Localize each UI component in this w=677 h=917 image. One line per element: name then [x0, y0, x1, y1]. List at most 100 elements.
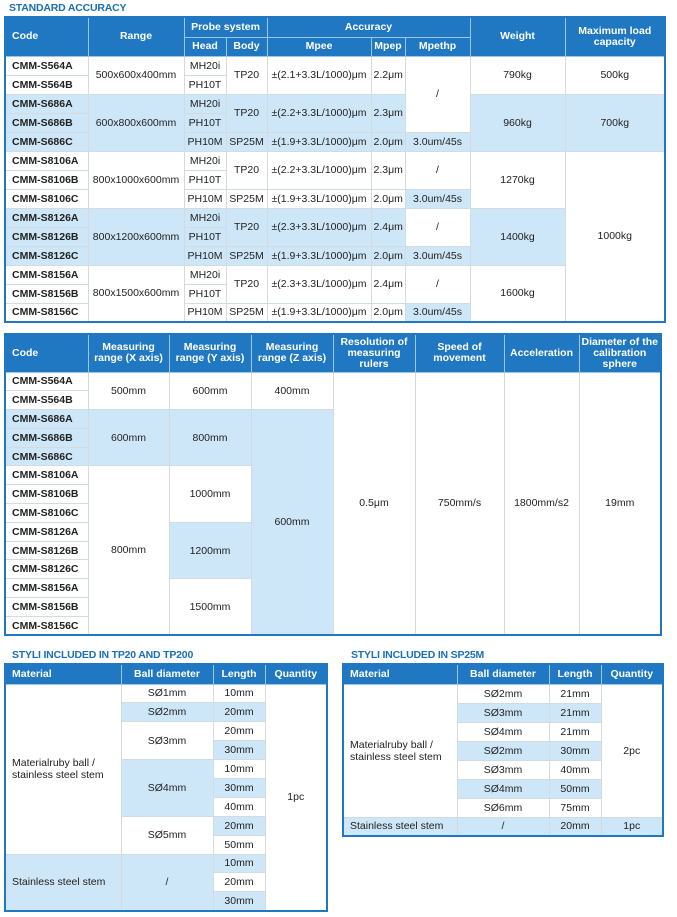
- range-cell: 600x800x600mm: [87, 93, 185, 152]
- y-cell: 600mm: [168, 371, 252, 411]
- col-ball-diameter: Ball diameter: [120, 663, 214, 685]
- ball-cell: SØ4mm: [120, 759, 214, 817]
- y-cell: 1200mm: [168, 521, 252, 580]
- code-cell: CMM-S686B: [4, 112, 89, 133]
- code-cell: CMM-S8156A: [4, 264, 89, 285]
- code-cell: CMM-S564B: [4, 74, 89, 95]
- weight-cell: 1600kg: [469, 264, 566, 323]
- code-cell: CMM-S686C: [4, 131, 89, 152]
- code-cell: CMM-S8106A: [4, 150, 89, 171]
- mpethp-cell: 3.0um/45s: [404, 302, 471, 323]
- code-cell: CMM-S8126B: [4, 540, 89, 561]
- y-cell: 800mm: [168, 409, 252, 467]
- length-cell: 20mm: [212, 872, 266, 893]
- mpee-cell: ±(2.2+3.3L/1000)μm: [266, 150, 372, 190]
- col-material: Material: [342, 663, 458, 685]
- code-cell: CMM-S686A: [4, 93, 89, 114]
- code-cell: CMM-S686A: [4, 409, 89, 429]
- mpep-cell: 2.0μm: [370, 188, 406, 209]
- ball-cell: SØ3mm: [456, 759, 550, 780]
- head-cell: PH10T: [183, 112, 227, 133]
- styli-tp20-table: Material Ball diameter Length Quantity M…: [4, 663, 328, 912]
- table-row: CMM-S8156B PH10T: [4, 283, 665, 304]
- length-cell: 50mm: [212, 834, 266, 855]
- body-cell: TP20: [225, 264, 268, 304]
- col-mpep: Mpep: [370, 36, 406, 57]
- code-cell: CMM-S8126B: [4, 226, 89, 247]
- head-cell: MH20i: [183, 264, 227, 285]
- resolution-cell: 0.5μm: [332, 371, 416, 636]
- code-cell: CMM-S8156B: [4, 283, 89, 304]
- acceleration-cell: 1800mm/s2: [503, 371, 580, 636]
- col-sphere-diameter: Diameter of the calibration sphere: [578, 333, 662, 373]
- x-cell: 600mm: [87, 409, 170, 467]
- mpee-cell: ±(1.9+3.3L/1000)μm: [266, 245, 372, 266]
- code-cell: CMM-S8106C: [4, 188, 89, 209]
- range-cell: 500x600x400mm: [87, 55, 185, 95]
- mpep-cell: 2.3μm: [370, 150, 406, 190]
- mpee-cell: ±(2.1+3.3L/1000)μm: [266, 55, 372, 95]
- ball-cell: SØ3mm: [456, 702, 550, 723]
- length-cell: 40mm: [548, 759, 602, 780]
- length-cell: 10mm: [212, 759, 266, 779]
- body-cell: TP20: [225, 93, 268, 133]
- mpethp-cell: /: [404, 55, 471, 133]
- mpep-cell: 2.4μm: [370, 207, 406, 247]
- col-speed: Speed of movement: [414, 333, 505, 373]
- range-cell: 800x1000x600mm: [87, 150, 185, 209]
- mpethp-cell: 3.0um/45s: [404, 131, 471, 152]
- table-row: CMM-S686A 600x800x600mm MH20i TP20 ±(2.2…: [4, 93, 666, 152]
- mpep-cell: 2.0μm: [370, 245, 406, 266]
- accuracy-title: STANDARD ACCURACY: [9, 2, 127, 14]
- speed-cell: 750mm/s: [414, 371, 505, 636]
- col-length: Length: [548, 663, 602, 685]
- ball-cell: SØ3mm: [120, 721, 214, 761]
- code-cell: CMM-S686B: [4, 427, 89, 448]
- code-cell: CMM-S8126C: [4, 245, 89, 266]
- material-cell: Stainless steel stem: [4, 853, 122, 912]
- ball-cell: SØ4mm: [456, 721, 550, 742]
- y-cell: 1500mm: [168, 578, 252, 636]
- ball-cell: SØ6mm: [456, 797, 550, 818]
- code-cell: CMM-S8106C: [4, 503, 89, 523]
- ball-cell: SØ4mm: [456, 778, 550, 799]
- mpep-cell: 2.0μm: [370, 131, 406, 152]
- length-cell: 30mm: [212, 891, 266, 912]
- table-row: CMM-S8156A 800x1500x600mm MH20i TP20 ±(2…: [4, 264, 665, 323]
- mpee-cell: ±(2.2+3.3L/1000)μm: [266, 93, 372, 133]
- code-cell: CMM-S8126A: [4, 207, 89, 228]
- length-cell: 40mm: [212, 796, 266, 817]
- code-cell: CMM-S8106A: [4, 465, 89, 486]
- mpep-cell: 2.0μm: [370, 302, 406, 323]
- accuracy-table: Code Range Probe system Accuracy Weight …: [4, 16, 667, 323]
- col-code: Code: [4, 333, 89, 373]
- code-cell: CMM-S8106B: [4, 484, 89, 505]
- code-cell: CMM-S8156C: [4, 615, 89, 636]
- code-cell: CMM-S686C: [4, 446, 89, 467]
- mpep-cell: 2.4μm: [370, 264, 406, 304]
- table-row: CMM-S8126B PH10T: [4, 226, 665, 247]
- length-cell: 21mm: [548, 702, 602, 723]
- quantity-cell: 2pc: [600, 683, 664, 818]
- mpee-cell: ±(1.9+3.3L/1000)μm: [266, 188, 372, 209]
- body-cell: SP25M: [225, 188, 268, 209]
- col-max-load: Maximum load capacity: [564, 16, 666, 57]
- mpethp-cell: /: [404, 207, 471, 247]
- head-cell: PH10M: [183, 245, 227, 266]
- ball-cell: SØ1mm: [120, 683, 214, 704]
- weight-cell: 1400kg: [469, 207, 566, 266]
- code-cell: CMM-S8156A: [4, 578, 89, 599]
- x-cell: 500mm: [87, 371, 170, 411]
- mpee-cell: ±(1.9+3.3L/1000)μm: [266, 302, 372, 323]
- col-weight: Weight: [469, 16, 566, 57]
- length-cell: 21mm: [548, 683, 602, 704]
- col-quantity: Quantity: [264, 663, 328, 685]
- material-cell: Materialruby ball / stainless steel stem: [4, 683, 122, 855]
- z-cell: 600mm: [250, 409, 334, 636]
- quantity-cell: 1pc: [264, 683, 328, 912]
- code-cell: CMM-S8126A: [4, 521, 89, 542]
- ball-cell: SØ2mm: [456, 740, 550, 761]
- table-row: CMM-S8106A 800x1000x600mm MH20i TP20 ±(2…: [4, 150, 666, 323]
- length-cell: 10mm: [212, 853, 266, 874]
- code-cell: CMM-S8156B: [4, 597, 89, 617]
